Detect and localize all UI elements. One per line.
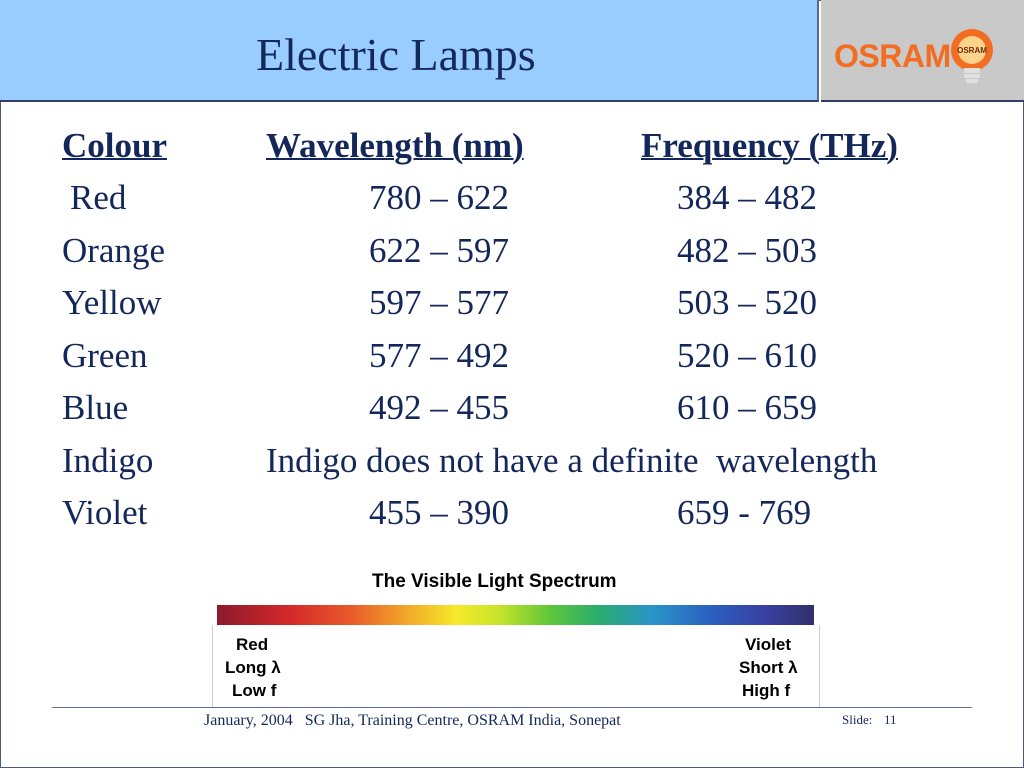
spectrum-left-label-1: Red xyxy=(236,635,269,654)
wavelength-cell: 577 – 492 xyxy=(369,336,509,375)
title-bar: Electric Lamps xyxy=(0,0,819,102)
colour-cell: Violet xyxy=(62,493,148,532)
colour-cell: Yellow xyxy=(62,283,162,322)
spectrum-right-label-1: Violet xyxy=(745,635,791,654)
spectrum-frame xyxy=(212,625,820,707)
frequency-cell: 384 – 482 xyxy=(677,178,817,217)
header-colour: Colour xyxy=(62,126,167,165)
frequency-cell: 610 – 659 xyxy=(677,388,817,427)
logo-bulb-text: OSRAM xyxy=(957,46,987,55)
spectrum-right-label-3: High f xyxy=(742,681,791,700)
spectrum-right-label-2: Short λ xyxy=(739,658,798,677)
slide-number-label: Slide: xyxy=(842,712,873,727)
slide-number: 11 xyxy=(884,712,897,727)
frequency-cell: 482 – 503 xyxy=(677,231,817,270)
lightbulb-icon: OSRAM xyxy=(951,29,993,83)
colour-cell: Red xyxy=(70,178,127,217)
osram-logo: OSRAM OSRAM xyxy=(821,0,1024,102)
colour-cell: Blue xyxy=(62,388,129,427)
colour-cell: Orange xyxy=(62,231,166,270)
header-wavelength: Wavelength (nm) xyxy=(266,126,524,165)
wavelength-cell: 780 – 622 xyxy=(369,178,509,217)
frequency-cell: 520 – 610 xyxy=(677,336,817,375)
wavelength-cell: 455 – 390 xyxy=(369,493,509,532)
colour-cell: Green xyxy=(62,336,148,375)
wavelength-cell: 492 – 455 xyxy=(369,388,509,427)
spectrum-bar xyxy=(217,605,814,625)
indigo-note: Indigo does not have a definite waveleng… xyxy=(266,441,878,480)
wavelength-cell: 622 – 597 xyxy=(369,231,509,270)
spectrum-left-label-3: Low f xyxy=(232,681,277,700)
spectrum-title: The Visible Light Spectrum xyxy=(372,571,617,592)
slide-title: Electric Lamps xyxy=(256,29,536,80)
header-frequency: Frequency (THz) xyxy=(641,126,898,165)
spectrum-left-label-2: Long λ xyxy=(225,658,281,677)
logo-wordmark: OSRAM xyxy=(834,38,951,74)
frequency-cell: 503 – 520 xyxy=(677,283,817,322)
footer-text: January, 2004 SG Jha, Training Centre, O… xyxy=(204,712,621,729)
frequency-cell: 659 - 769 xyxy=(677,493,812,532)
colour-cell: Indigo xyxy=(62,441,154,480)
wavelength-cell: 597 – 577 xyxy=(369,283,509,322)
footer-divider xyxy=(52,707,972,708)
